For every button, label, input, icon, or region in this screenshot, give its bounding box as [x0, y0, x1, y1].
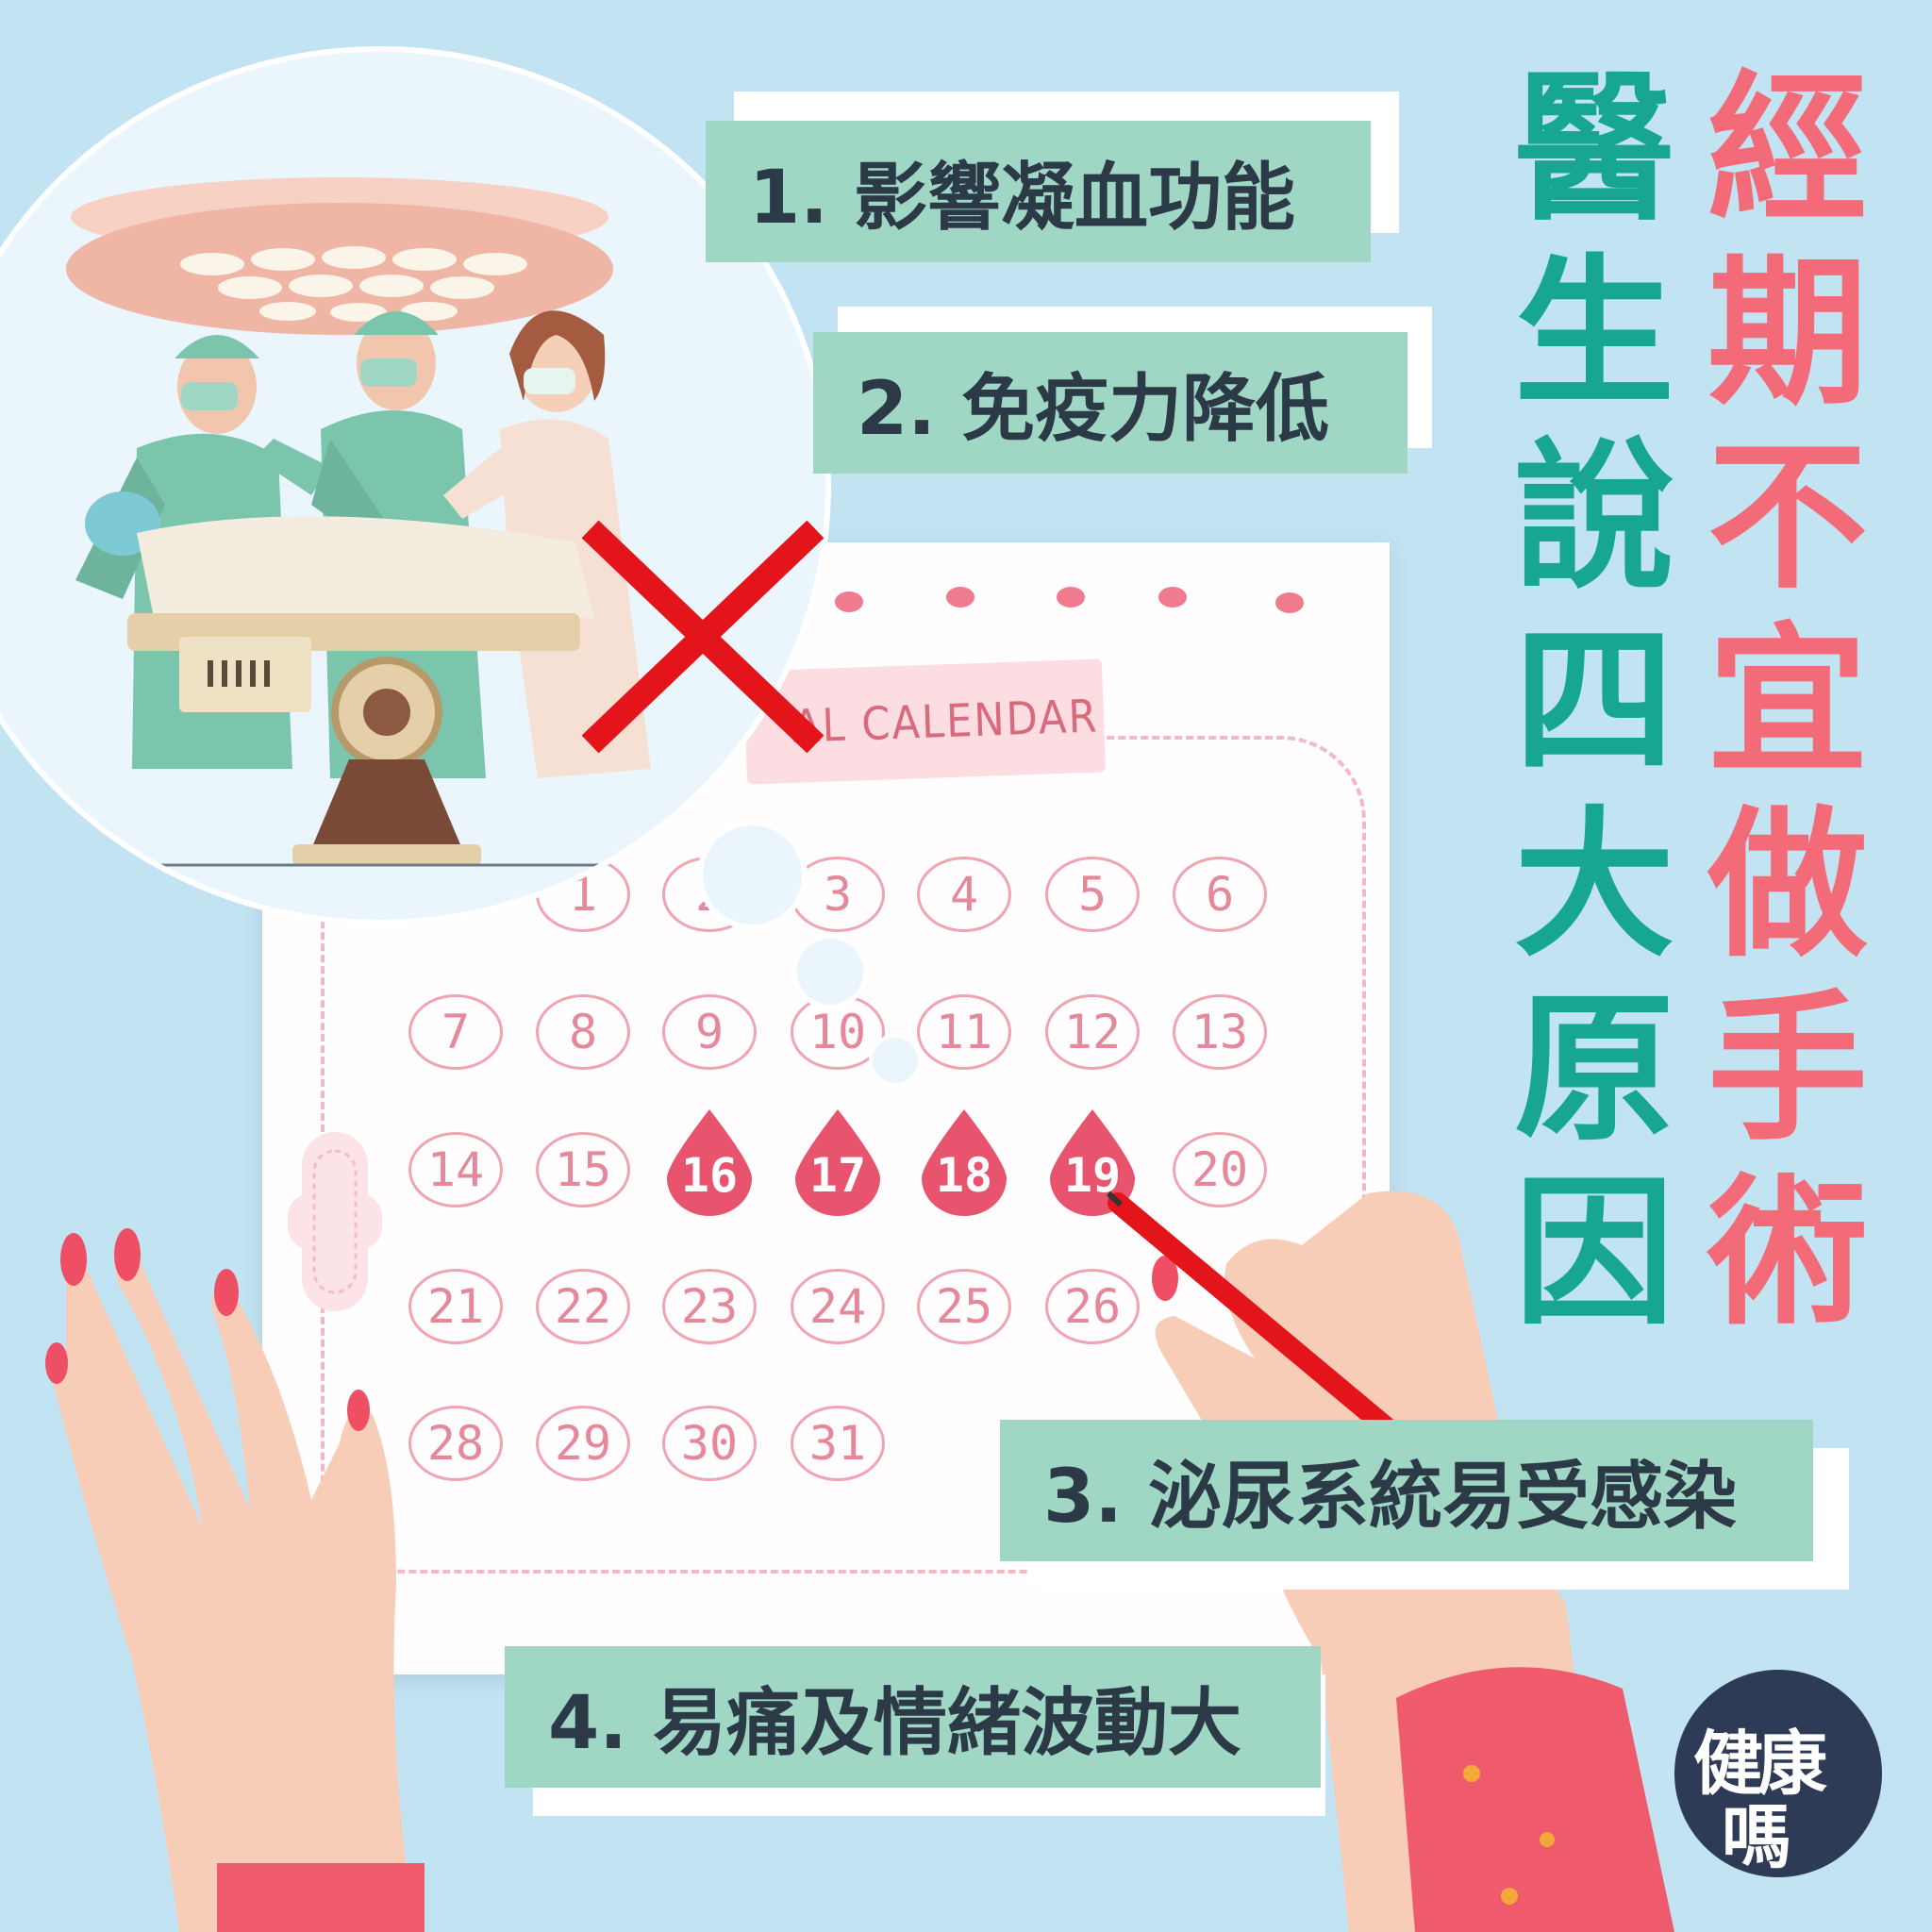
title-char: 手 — [1707, 976, 1869, 1163]
title-char: 說 — [1514, 425, 1675, 611]
title-char: 宜 — [1707, 608, 1869, 795]
blood-drop-icon — [795, 1109, 880, 1216]
binder-hole — [1057, 587, 1085, 608]
calendar-day: 7 — [408, 994, 503, 1070]
calendar-day: 21 — [408, 1269, 503, 1344]
calendar-day: 25 — [917, 1269, 1011, 1344]
reason-3: 3. 泌尿系統易受感染 — [1000, 1420, 1813, 1561]
reason-2: 2. 免疫力降低 — [813, 332, 1407, 474]
blood-drop-icon — [1050, 1109, 1135, 1216]
calendar-day: 8 — [536, 994, 630, 1070]
calendar-day: 3 — [791, 857, 885, 932]
thought-bubble — [797, 939, 863, 1005]
calendar-day: 15 — [536, 1132, 630, 1208]
logo-text-line2: 嗎 — [1722, 1797, 1791, 1877]
title-char: 期 — [1707, 241, 1869, 427]
calendar-day: 22 — [536, 1269, 630, 1344]
surgery-illustration — [0, 52, 825, 920]
reason-1: 1. 影響凝血功能 — [706, 121, 1371, 262]
red-cross-mark-icon — [581, 520, 824, 754]
thought-bubble — [873, 1038, 918, 1083]
calendar-day: 28 — [408, 1406, 503, 1481]
title-column-left: 醫 生 說 四 大 原 因 — [1514, 58, 1674, 1346]
calendar-day: 13 — [1173, 994, 1267, 1070]
title-char: 經 — [1707, 57, 1869, 243]
calendar-day: 24 — [791, 1269, 885, 1344]
title-char: 醫 — [1514, 57, 1675, 243]
binder-hole — [946, 587, 974, 608]
binder-hole — [1158, 587, 1187, 608]
calendar-day: 10 — [791, 994, 885, 1070]
blood-drop-icon — [667, 1109, 752, 1216]
calendar-day: 23 — [662, 1269, 757, 1344]
reason-4: 4. 易痛及情緒波動大 — [505, 1646, 1321, 1788]
title-char: 因 — [1514, 1160, 1675, 1347]
blood-drop-icon — [922, 1109, 1007, 1216]
calendar-day: 12 — [1045, 994, 1140, 1070]
calendar-day: 6 — [1173, 857, 1267, 932]
period-day-drop: 18 — [917, 1109, 1011, 1216]
title-char: 不 — [1707, 425, 1869, 611]
binder-hole — [835, 591, 863, 612]
sanitary-pad-icon — [288, 1132, 382, 1311]
period-day-drop: 16 — [662, 1109, 757, 1216]
period-day-drop: 17 — [791, 1109, 885, 1216]
brand-logo: 健康 嗎 — [1674, 1670, 1882, 1877]
title-char: 大 — [1514, 792, 1675, 979]
title-char: 四 — [1514, 608, 1675, 795]
calendar-day: 30 — [662, 1406, 757, 1481]
title-column-right: 經 期 不 宜 做 手 術 — [1707, 58, 1868, 1346]
calendar-day: 9 — [662, 994, 757, 1070]
calendar-day: 31 — [791, 1406, 885, 1481]
calendar-day: 11 — [917, 994, 1011, 1070]
binder-hole — [1275, 592, 1304, 613]
thought-bubble — [703, 825, 802, 924]
calendar-day: 4 — [917, 857, 1011, 932]
calendar-day: 20 — [1173, 1132, 1267, 1208]
calendar-day: 26 — [1045, 1269, 1140, 1344]
title-char: 做 — [1707, 792, 1869, 979]
title-char: 生 — [1514, 241, 1675, 427]
calendar-day: 14 — [408, 1132, 503, 1208]
logo-text-line1: 健康 — [1693, 1724, 1827, 1805]
title-char: 原 — [1514, 976, 1675, 1163]
title-char: 術 — [1707, 1160, 1869, 1347]
calendar-day: 29 — [536, 1406, 630, 1481]
calendar-day: 5 — [1045, 857, 1140, 932]
